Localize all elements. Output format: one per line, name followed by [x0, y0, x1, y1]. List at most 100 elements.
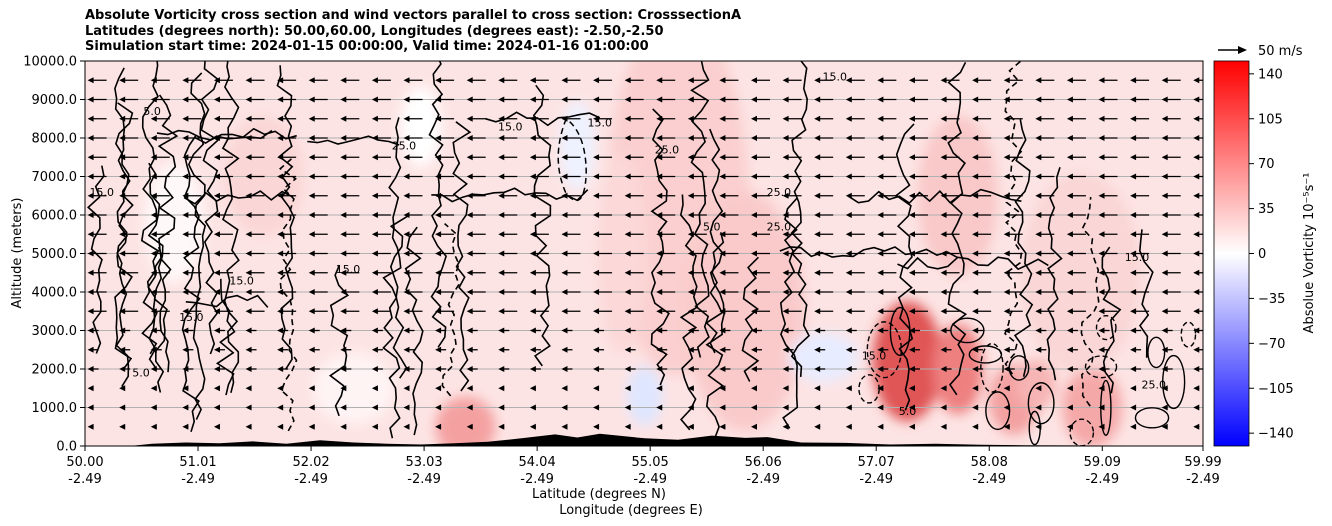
- contour-line: [157, 94, 179, 373]
- wind-vector-head: [150, 366, 157, 372]
- contour-line: [452, 121, 472, 392]
- wind-vector-head: [656, 154, 663, 161]
- wind-vector-head: [87, 385, 94, 392]
- wind-vector-head: [1066, 115, 1073, 122]
- wind-vector-head: [687, 77, 694, 84]
- wind-vector-head: [624, 250, 631, 257]
- wind-vector-head: [150, 327, 157, 334]
- contour-label: 5.0: [899, 405, 917, 418]
- wind-vector-head: [435, 77, 442, 84]
- wind-vector-head: [277, 289, 284, 295]
- wind-vector-head: [435, 289, 442, 295]
- wind-vector-head: [371, 77, 378, 84]
- x-tick-label-lat: 59.99: [1184, 455, 1221, 470]
- wind-vector-head: [119, 346, 126, 353]
- wind-vector-head: [1035, 77, 1042, 84]
- wind-vector-head: [940, 96, 947, 103]
- wind-vector-head: [277, 385, 284, 392]
- wind-vector-head: [308, 173, 315, 180]
- wind-vector-head: [845, 366, 852, 372]
- wind-vector-head: [435, 346, 442, 353]
- wind-vector-head: [529, 192, 536, 199]
- wind-vector-head: [593, 231, 600, 238]
- wind-vector-head: [656, 173, 663, 180]
- contour-closed: [1027, 382, 1055, 425]
- wind-vector-head: [656, 96, 663, 103]
- wind-vector-head: [277, 231, 284, 238]
- wind-vector-head: [1193, 231, 1200, 238]
- wind-vector-head: [213, 250, 220, 257]
- wind-vector-head: [814, 135, 821, 141]
- wind-vector-head: [877, 115, 884, 122]
- wind-vector-head: [561, 115, 568, 122]
- wind-vector-head: [687, 96, 694, 103]
- wind-vector-head: [940, 404, 947, 411]
- wind-vector-head: [561, 327, 568, 334]
- contour-line: [276, 65, 295, 370]
- wind-vector-head: [845, 154, 852, 161]
- wind-vector-head: [498, 231, 505, 238]
- wind-vector-head: [782, 308, 789, 315]
- wind-vector-head: [782, 231, 789, 238]
- wind-vector-head: [751, 327, 758, 334]
- wind-vector-head: [719, 173, 726, 180]
- wind-vector-head: [213, 289, 220, 295]
- x-tick-label-lat: 56.06: [745, 455, 782, 470]
- wind-vector-head: [593, 366, 600, 372]
- wind-vector-head: [814, 346, 821, 353]
- wind-vector-head: [308, 269, 315, 276]
- wind-vector-head: [529, 269, 536, 276]
- wind-vector-head: [403, 269, 410, 276]
- wind-vector-head: [119, 173, 126, 180]
- wind-vector-head: [782, 327, 789, 334]
- wind-vector-head: [1130, 192, 1137, 199]
- wind-vector-head: [656, 385, 663, 392]
- contour-line-negative: [557, 118, 587, 202]
- wind-vector-head: [308, 231, 315, 238]
- wind-vector-head: [498, 135, 505, 141]
- wind-vector-head: [1066, 212, 1073, 218]
- wind-vector-head: [529, 173, 536, 180]
- wind-vector-head: [593, 77, 600, 84]
- wind-vector-head: [340, 423, 347, 430]
- wind-vector-head: [814, 77, 821, 84]
- wind-vector-head: [308, 192, 315, 199]
- wind-vector-head: [814, 423, 821, 430]
- wind-vector-head: [1066, 77, 1073, 84]
- wind-vector-head: [403, 404, 410, 411]
- wind-vector-head: [213, 346, 220, 353]
- wind-vector-head: [119, 135, 126, 141]
- wind-vector-head: [277, 96, 284, 103]
- contour-line: [328, 264, 350, 417]
- wind-vector-head: [213, 385, 220, 392]
- wind-vector-head: [814, 385, 821, 392]
- wind-vector-head: [877, 385, 884, 392]
- wind-vector-head: [87, 77, 94, 84]
- wind-vector-head: [403, 250, 410, 257]
- wind-vector-head: [593, 327, 600, 334]
- wind-vector-head: [371, 308, 378, 315]
- wind-vector-head: [751, 366, 758, 372]
- wind-vector-head: [656, 250, 663, 257]
- wind-vector-head: [150, 346, 157, 353]
- wind-vector-head: [940, 173, 947, 180]
- wind-vector-head: [498, 308, 505, 315]
- colorbar-gradient: [1213, 60, 1250, 447]
- wind-vector-head: [1098, 135, 1105, 141]
- x-axis-label-latitude: Latitude (degrees N): [532, 487, 666, 502]
- wind-vector-head: [403, 423, 410, 430]
- wind-vector-head: [908, 115, 915, 122]
- wind-vector-head: [972, 154, 979, 161]
- wind-vector-head: [687, 173, 694, 180]
- wind-vector-head: [719, 423, 726, 430]
- wind-vector-head: [719, 154, 726, 161]
- wind-vector-head: [182, 289, 189, 295]
- wind-vector-head: [687, 250, 694, 257]
- wind-vector-head: [877, 423, 884, 430]
- wind-vector-head: [1003, 231, 1010, 238]
- wind-vector-head: [308, 366, 315, 372]
- wind-vector-head: [624, 269, 631, 276]
- wind-vector-head: [908, 346, 915, 353]
- plot-area: 15.0 25.0 5.0 25.0 15.0 15.0 5.0 15.0 15.0 25.0 15…: [85, 61, 1203, 446]
- contour-closed: [889, 306, 911, 357]
